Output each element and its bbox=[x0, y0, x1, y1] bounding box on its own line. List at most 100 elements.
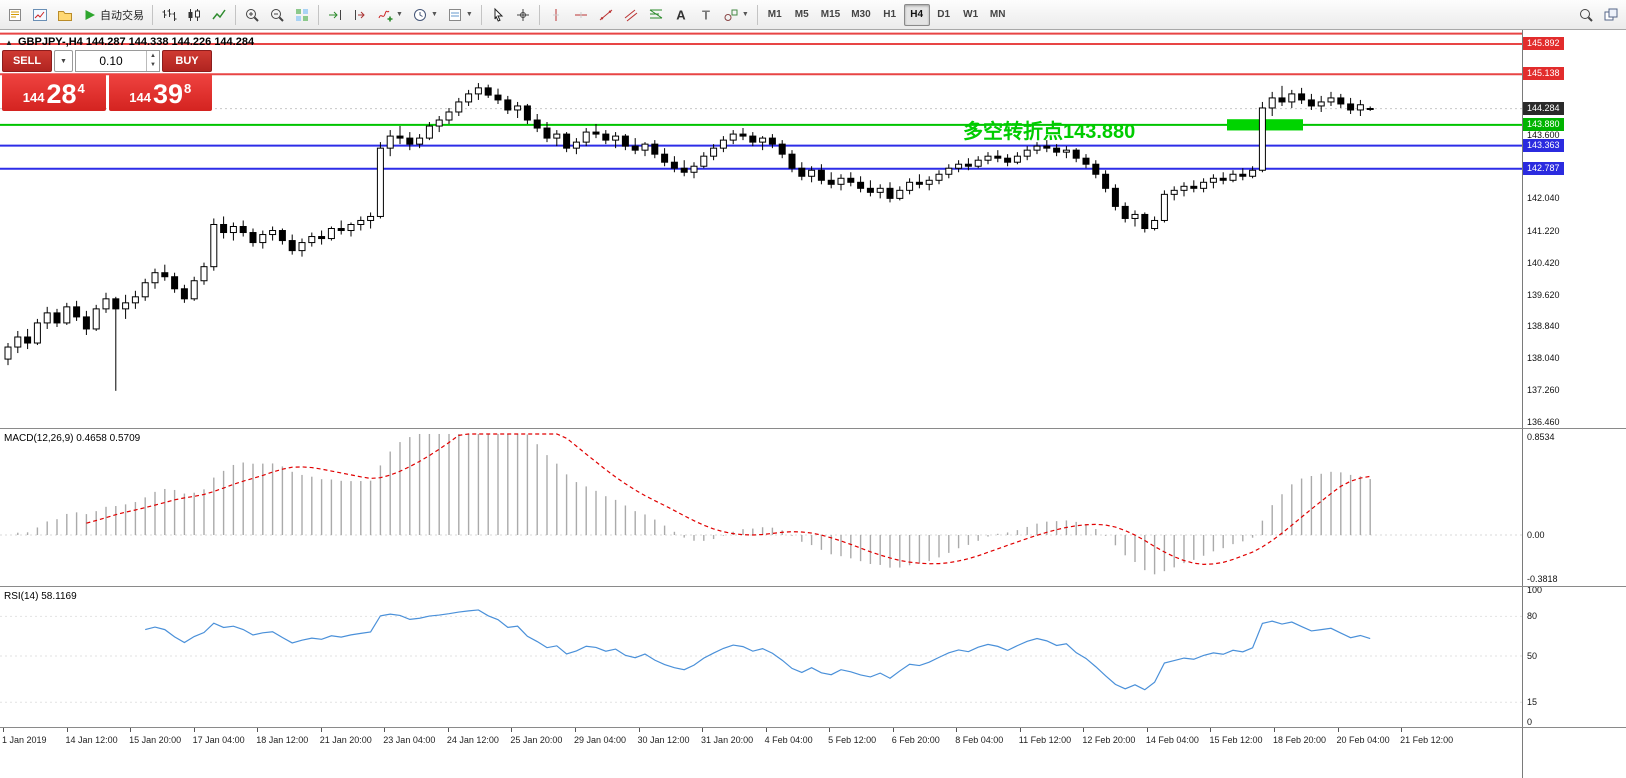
window-list-button[interactable] bbox=[1599, 3, 1623, 27]
search-button[interactable] bbox=[1574, 3, 1598, 27]
templates-button[interactable]: ▼ bbox=[443, 3, 477, 27]
autotrading-button-label: 自动交易 bbox=[100, 9, 144, 22]
time-tick bbox=[511, 728, 513, 732]
candlestick-chart-button[interactable] bbox=[182, 3, 206, 27]
vertical-line-button[interactable] bbox=[544, 3, 568, 27]
timeframe-w1[interactable]: W1 bbox=[958, 4, 984, 26]
rsi-panel[interactable]: RSI(14) 58.1169 bbox=[0, 587, 1522, 727]
panel-separator[interactable] bbox=[0, 586, 1626, 587]
timeframe-m1[interactable]: M1 bbox=[762, 4, 788, 26]
price-scale[interactable]: 145.892 145.138 144.284 143.880 143.600 143.3… bbox=[1522, 30, 1626, 778]
tile-windows-button[interactable] bbox=[290, 3, 314, 27]
zoom-in-button[interactable] bbox=[240, 3, 264, 27]
sell-button[interactable]: SELL bbox=[2, 50, 52, 72]
toolbar-separator bbox=[235, 4, 236, 25]
time-label: 25 Jan 20:00 bbox=[510, 735, 563, 745]
time-tick bbox=[1146, 728, 1148, 732]
sell-price[interactable]: 144 28 4 bbox=[2, 74, 106, 111]
cursor-button[interactable] bbox=[486, 3, 510, 27]
new-order-button[interactable] bbox=[3, 3, 27, 27]
price-label: 0.8534 bbox=[1527, 432, 1555, 443]
channel-icon bbox=[623, 7, 639, 23]
price-label: 145.892 bbox=[1523, 37, 1564, 50]
crosshair-icon bbox=[515, 7, 531, 23]
time-tick bbox=[638, 728, 640, 732]
shapes-icon bbox=[723, 7, 739, 23]
spinner-up-icon[interactable]: ▲ bbox=[150, 53, 156, 59]
time-label: 15 Feb 12:00 bbox=[1209, 735, 1263, 745]
new-chart-button[interactable] bbox=[28, 3, 52, 27]
bar-chart-button[interactable] bbox=[157, 3, 181, 27]
time-tick bbox=[1337, 728, 1339, 732]
play-icon bbox=[82, 7, 98, 23]
timeframe-h4[interactable]: H4 bbox=[903, 3, 930, 26]
volume-dropdown-button[interactable]: ▼ bbox=[54, 50, 73, 72]
fibonacci-button[interactable] bbox=[644, 3, 668, 27]
chevron-down-icon: ▼ bbox=[430, 11, 438, 18]
line-icon bbox=[211, 7, 227, 23]
new-order-icon bbox=[7, 7, 23, 23]
rsi-chart[interactable] bbox=[0, 587, 1522, 727]
timeframe-m15[interactable]: M15 bbox=[816, 4, 845, 26]
equidistant-channel-button[interactable] bbox=[619, 3, 643, 27]
trendline-button[interactable] bbox=[594, 3, 618, 27]
timeframe-d1[interactable]: D1 bbox=[931, 4, 957, 26]
time-label: 4 Feb 04:00 bbox=[764, 735, 813, 745]
macd-chart[interactable] bbox=[0, 429, 1522, 586]
time-axis[interactable]: 1 Jan 2019 14 Jan 12:00 15 Jan 20:00 17 Jan… bbox=[0, 728, 1522, 778]
panel-separator[interactable] bbox=[0, 428, 1626, 429]
chart-shift-button[interactable] bbox=[348, 3, 372, 27]
svg-text:A: A bbox=[676, 7, 686, 22]
autotrading-button[interactable]: 自动交易 bbox=[78, 3, 148, 27]
chevron-down-icon: ▼ bbox=[60, 57, 67, 65]
buy-price[interactable]: 144 39 8 bbox=[108, 74, 212, 111]
timeframe-h1[interactable]: H1 bbox=[877, 4, 903, 26]
chart-ohlc-header: ▲ GBPJPY-,H4 144.287 144.338 144.226 144… bbox=[5, 36, 254, 48]
label-button[interactable]: T bbox=[694, 3, 718, 27]
buy-button[interactable]: BUY bbox=[162, 50, 212, 72]
text-button[interactable]: A bbox=[669, 3, 693, 27]
horizontal-line-button[interactable] bbox=[569, 3, 593, 27]
volume-input[interactable] bbox=[76, 54, 146, 68]
timeframe-mn[interactable]: MN bbox=[985, 4, 1011, 26]
toolbar: 自动交易 ▼ ▼ ▼ A T ▼ M1 M5 M15 M30 H1 H4 D1 W1 MN bbox=[0, 0, 1626, 30]
hline-icon bbox=[573, 7, 589, 23]
time-label: 29 Jan 04:00 bbox=[573, 735, 626, 745]
volume-field[interactable]: ▲▼ bbox=[75, 50, 160, 72]
chevron-down-icon: ▼ bbox=[396, 11, 403, 18]
price-label: 80 bbox=[1527, 611, 1538, 622]
price-label: 15 bbox=[1527, 697, 1538, 708]
time-tick bbox=[956, 728, 958, 732]
buy-price-sup: 8 bbox=[184, 81, 192, 96]
crosshair-button[interactable] bbox=[511, 3, 535, 27]
macd-header: MACD(12,26,9) 0.4658 0.5709 bbox=[4, 433, 140, 444]
zoom-out-button[interactable] bbox=[265, 3, 289, 27]
shapes-button[interactable]: ▼ bbox=[719, 3, 753, 27]
time-tick bbox=[257, 728, 259, 732]
indicators-button[interactable]: ▼ bbox=[373, 3, 407, 27]
macd-panel[interactable]: MACD(12,26,9) 0.4658 0.5709 bbox=[0, 429, 1522, 586]
macd-values: 0.4658 0.5709 bbox=[76, 433, 141, 444]
timeframe-m30[interactable]: M30 bbox=[846, 4, 875, 26]
profiles-button[interactable] bbox=[53, 3, 77, 27]
auto-scroll-button[interactable] bbox=[323, 3, 347, 27]
price-label: 143.600 bbox=[1527, 130, 1560, 141]
clock-icon bbox=[412, 7, 428, 23]
price-label: 142.040 bbox=[1527, 192, 1560, 203]
time-tick bbox=[892, 728, 894, 732]
spinner-down-icon[interactable]: ▼ bbox=[150, 62, 156, 68]
volume-spinner[interactable]: ▲ ▼ bbox=[146, 51, 159, 71]
line-chart-button[interactable] bbox=[207, 3, 231, 27]
panel-separator[interactable] bbox=[0, 727, 1626, 728]
candlestick-chart[interactable]: 多空转折点143.880 bbox=[0, 30, 1522, 428]
time-label: 14 Feb 04:00 bbox=[1145, 735, 1199, 745]
time-tick bbox=[1083, 728, 1085, 732]
periods-button[interactable]: ▼ bbox=[408, 3, 442, 27]
pivot-annotation[interactable]: 多空转折点143.880 bbox=[963, 119, 1135, 143]
timeframe-m5[interactable]: M5 bbox=[789, 4, 815, 26]
time-label: 5 Feb 12:00 bbox=[828, 735, 877, 745]
main-chart-panel[interactable]: 多空转折点143.880 ▲ GBPJPY-,H4 144.287 144.33… bbox=[0, 30, 1522, 428]
time-label: 21 Feb 12:00 bbox=[1400, 735, 1454, 745]
cursor-icon bbox=[490, 7, 506, 23]
